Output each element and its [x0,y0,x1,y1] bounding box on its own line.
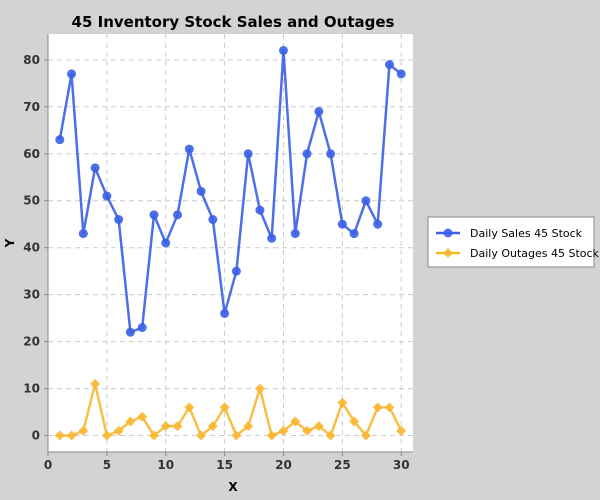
chart-title: 45 Inventory Stock Sales and Outages [72,13,395,31]
data-point-outages [66,430,77,441]
y-tick-label: 10 [23,382,40,396]
y-tick-label: 60 [23,147,40,161]
x-tick-label: 25 [334,458,351,472]
data-point-sales [267,233,277,243]
data-point-sales [208,215,218,225]
data-point-sales [396,69,406,79]
data-point-sales [231,266,241,276]
data-point-sales [373,219,383,229]
data-point-outages [337,397,348,408]
data-point-outages [160,421,171,432]
y-tick-label: 50 [23,194,40,208]
data-point-outages [78,425,89,436]
data-point-sales [314,106,324,116]
legend-label-outages: Daily Outages 45 Stock [470,247,600,260]
x-tick-label: 10 [157,458,174,472]
legend-box [427,216,595,268]
data-point-sales [149,210,159,220]
data-point-outages [172,421,183,432]
series-layer [54,45,407,441]
data-point-sales [384,60,394,70]
data-point-sales [349,229,359,239]
y-axis-label: Y [3,238,17,248]
data-point-outages [148,430,159,441]
data-point-outages [54,430,65,441]
data-point-sales [173,210,183,220]
x-axis-label: X [228,480,238,494]
data-point-outages [231,430,242,441]
data-point-outages [302,425,313,436]
data-point-sales [278,45,288,55]
legend-marker-sales [443,228,453,238]
data-point-sales [67,69,77,79]
x-tick-label: 0 [44,458,52,472]
data-point-outages [313,421,324,432]
data-point-outages [372,402,383,413]
data-point-sales [243,149,253,159]
data-point-outages [196,430,207,441]
legend: Daily Sales 45 Stock Daily Outages 45 Sto… [427,216,600,268]
data-point-sales [90,163,100,173]
data-point-outages [384,402,395,413]
data-point-sales [290,229,300,239]
data-point-outages [325,430,336,441]
data-point-sales [302,149,312,159]
data-point-outages [360,430,371,441]
data-point-outages [349,416,360,427]
data-point-outages [184,402,195,413]
data-point-outages [396,425,407,436]
data-point-sales [361,196,371,206]
axes: 0 10 20 30 40 50 60 70 80 0 5 10 15 20 25 30 [23,34,413,472]
data-point-outages [243,421,254,432]
y-tick-label: 0 [32,429,40,443]
y-tick-label: 30 [23,288,40,302]
data-point-sales [337,219,347,229]
data-point-sales [196,186,206,196]
y-tick-label: 80 [23,53,40,67]
data-point-outages [290,416,301,427]
data-point-sales [137,323,147,333]
data-point-sales [102,191,112,201]
data-point-sales [161,238,171,248]
y-tick-label: 20 [23,335,40,349]
data-point-sales [184,144,194,154]
y-tick-label: 70 [23,100,40,114]
data-point-outages [101,430,112,441]
data-point-outages [278,425,289,436]
plot-area [48,34,413,452]
data-point-outages [113,425,124,436]
data-point-outages [90,378,101,389]
data-point-outages [266,430,277,441]
data-point-outages [254,383,265,394]
y-tick-label: 40 [23,241,40,255]
x-tick-label: 15 [216,458,233,472]
data-point-outages [207,421,218,432]
legend-marker-outages [443,248,453,258]
data-point-sales [220,308,230,318]
data-point-outages [219,402,230,413]
data-point-sales [55,135,65,145]
x-tick-label: 5 [103,458,111,472]
x-tick-label: 20 [275,458,292,472]
data-point-sales [114,215,124,225]
x-tick-label: 30 [393,458,410,472]
data-point-sales [78,229,88,239]
data-point-sales [326,149,336,159]
data-point-sales [255,205,265,215]
data-point-outages [137,411,148,422]
data-point-outages [125,416,136,427]
data-point-sales [125,327,135,337]
legend-label-sales: Daily Sales 45 Stock [470,227,583,240]
